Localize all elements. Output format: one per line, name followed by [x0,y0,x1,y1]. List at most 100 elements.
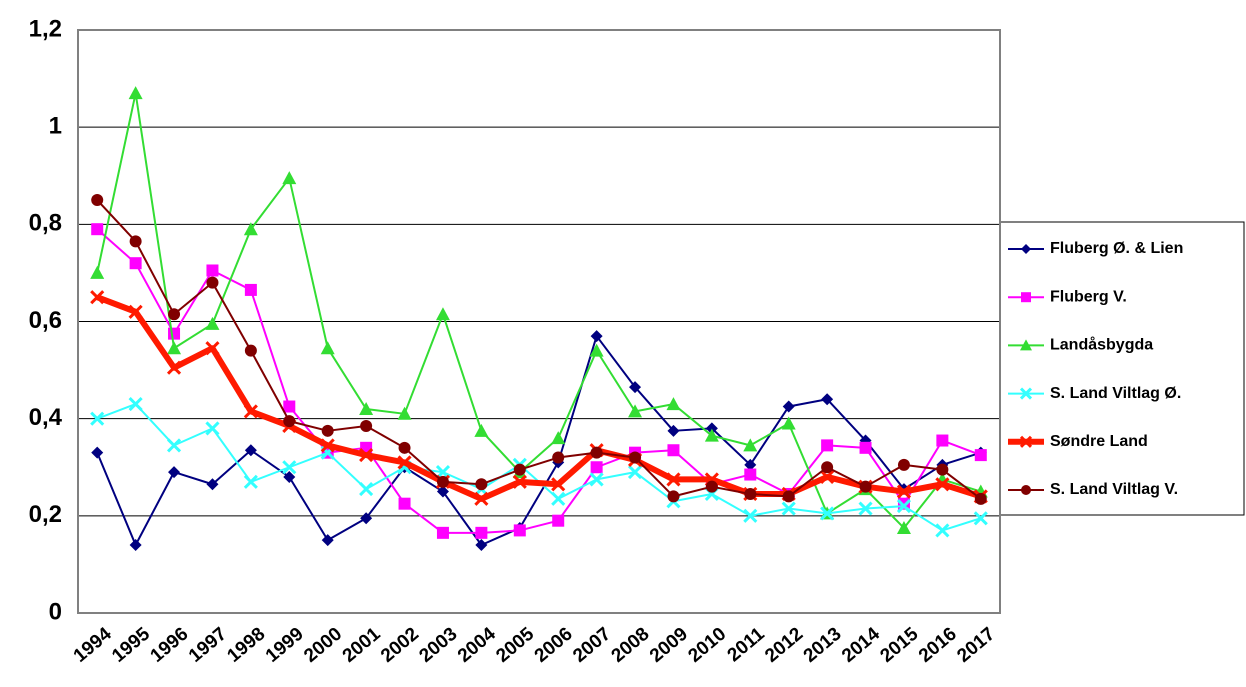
x-tick-label: 2013 [800,624,846,667]
marker [436,485,449,498]
marker [436,526,449,539]
marker [321,424,334,437]
marker [320,341,335,355]
marker [512,474,527,489]
legend-marker [1021,292,1031,303]
marker [589,472,604,487]
marker [629,451,642,464]
marker [90,265,105,279]
marker [590,446,603,459]
marker [206,264,219,277]
marker [359,448,374,463]
marker [896,484,912,499]
marker [475,538,488,551]
marker [629,381,642,394]
legend-label: S. Land Viltlag Ø. [1050,385,1181,402]
marker [129,235,142,248]
marker [627,465,643,480]
marker [897,458,910,471]
marker [936,463,949,476]
series-line [96,335,982,546]
marker [743,438,758,452]
legend-label: Fluberg Ø. & Lien [1050,240,1183,257]
marker [91,223,104,236]
marker [551,477,566,492]
marker [974,492,987,505]
marker [321,534,334,547]
marker [206,276,219,289]
marker [475,478,488,491]
marker [744,458,757,471]
marker [551,491,566,506]
y-tick-label: 0,6 [29,307,62,334]
marker [205,421,220,436]
x-tick-label: 2000 [300,624,346,667]
legend-marker [1019,435,1033,448]
marker [858,501,873,516]
legend-label: Landåsbygda [1050,336,1153,354]
x-tick-label: 1995 [108,623,154,667]
y-tick-label: 0,4 [29,404,63,431]
marker [666,472,681,487]
marker [551,431,566,445]
marker [513,524,526,537]
marker [398,497,411,510]
marker [167,341,182,355]
marker [935,477,950,492]
marker [90,411,105,426]
legend-marker [1021,244,1031,254]
marker [590,461,603,474]
marker [896,520,911,534]
marker [704,428,719,442]
marker [168,308,181,321]
marker [398,441,411,454]
marker [705,480,718,493]
legend-label: Søndre Land [1050,433,1148,450]
marker [91,446,104,459]
marker [90,290,105,305]
marker [129,538,142,551]
x-tick-label: 2016 [915,624,961,667]
x-tick-label: 2006 [531,624,577,667]
marker [243,222,258,236]
marker [973,511,988,526]
marker [282,171,297,185]
y-tick-label: 1 [49,113,62,140]
marker [474,491,489,506]
x-tick-label: 2011 [724,623,769,666]
marker [552,514,565,527]
marker [782,400,795,413]
marker [166,360,182,375]
x-tick-label: 2002 [377,624,423,667]
x-tick-label: 2001 [339,623,385,667]
marker [589,343,604,357]
marker [666,397,681,411]
marker [168,466,181,479]
y-tick-label: 0,2 [29,501,62,528]
marker [974,449,987,462]
marker [244,283,257,296]
x-tick-label: 1994 [70,623,116,667]
marker [436,475,449,488]
x-tick-label: 2010 [684,624,730,667]
marker [782,490,795,503]
legend-marker [1020,339,1032,351]
marker [320,438,335,453]
marker [244,444,257,457]
marker [360,512,373,525]
marker [552,451,565,464]
marker [205,316,220,330]
x-tick-label: 1999 [262,624,308,667]
marker [475,526,488,539]
marker [129,257,142,270]
x-tick-label: 2003 [416,624,462,667]
marker [859,480,872,493]
series-line [96,228,982,534]
marker [283,400,296,413]
marker [590,330,603,343]
marker [243,404,258,419]
x-tick-label: 2008 [608,624,654,667]
plot-border [77,29,1001,614]
marker [91,194,104,207]
marker [628,404,643,418]
